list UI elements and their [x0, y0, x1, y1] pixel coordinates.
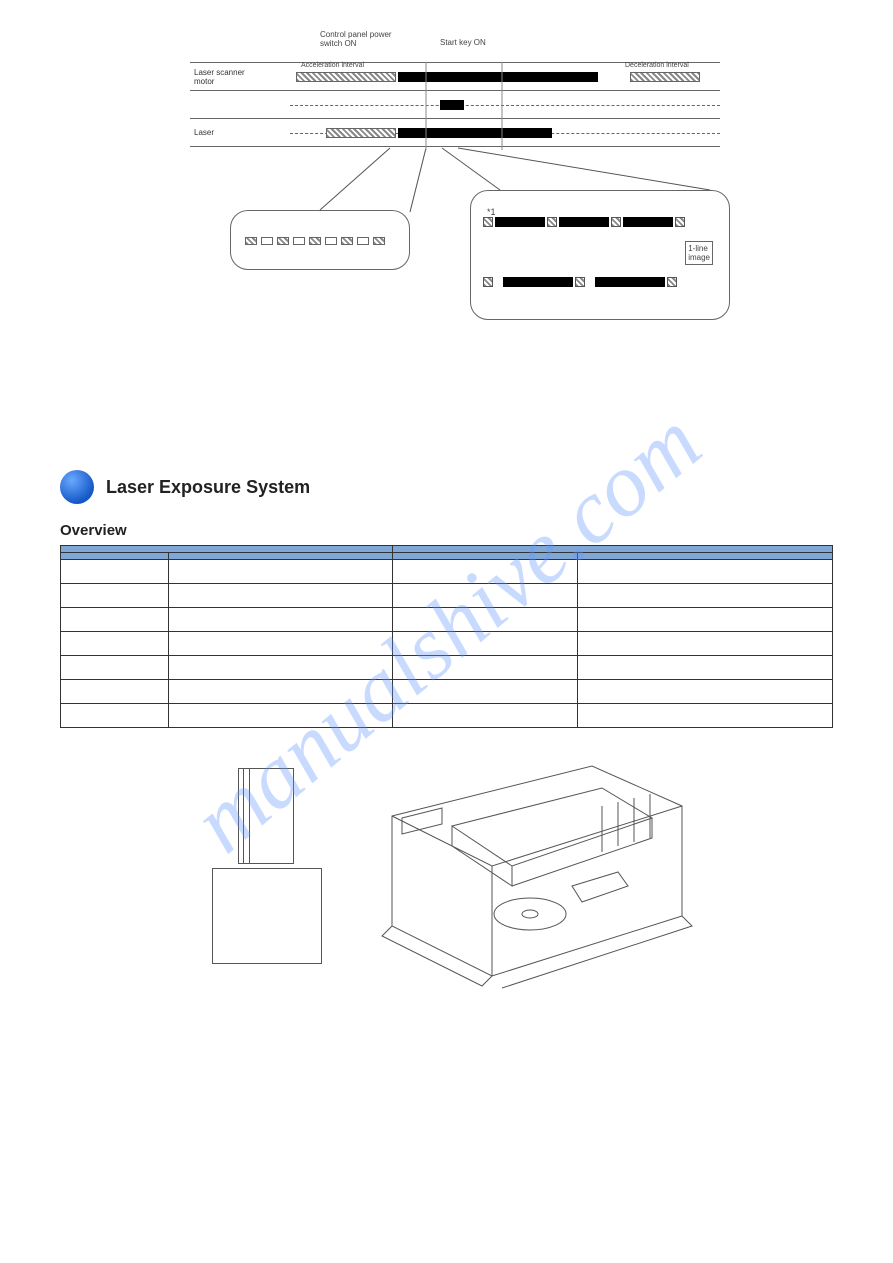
section-bullet-row: Laser Exposure System [60, 470, 833, 504]
timing-row-2 [190, 91, 720, 119]
table-row [61, 704, 833, 728]
th-c4 [578, 553, 833, 560]
table-row [61, 608, 833, 632]
table-row [61, 680, 833, 704]
label-switch-on: Control panel power switch ON [320, 30, 392, 48]
timing-diagram-container: Control panel power switch ON Start key … [190, 30, 833, 390]
driver-box [212, 868, 322, 964]
decel-label: Deceleration interval [625, 62, 689, 69]
spec-table [60, 545, 833, 728]
overview-heading: Overview [60, 522, 833, 539]
timing-row-scanner: Laser scanner motor Acceleration interva… [190, 63, 720, 91]
callout-left-sequence [245, 237, 385, 245]
section-title: Laser Exposure System [106, 477, 310, 498]
laser-unit-figure [212, 746, 682, 1066]
bottom-figure-wrap [60, 746, 833, 1066]
timing-grid: Laser scanner motor Acceleration interva… [190, 62, 720, 147]
callout-star: *1 [487, 207, 496, 217]
table-row [61, 584, 833, 608]
page: Control panel power switch ON Start key … [0, 0, 893, 1100]
th-c1 [61, 553, 169, 560]
table-row [61, 560, 833, 584]
th-c3 [392, 553, 577, 560]
row-label-scanner: Laser scanner motor [190, 68, 290, 86]
flat-cable-icon [238, 768, 294, 864]
callout-right: *1 1-line image [470, 190, 730, 320]
scanner-assembly [342, 746, 702, 1006]
th-c2 [169, 553, 393, 560]
th-group-right [392, 546, 832, 553]
table-row [61, 632, 833, 656]
table-body [61, 560, 833, 728]
blue-bullet-icon [60, 470, 94, 504]
label-start-key: Start key ON [440, 38, 486, 47]
callout-line-image: 1-line image [685, 241, 713, 265]
table-row [61, 656, 833, 680]
timing-row-laser: Laser [190, 119, 720, 147]
driver-pcb-group [212, 768, 322, 964]
row-label-laser: Laser [190, 128, 290, 137]
accel-label: Acceleration interval [301, 62, 364, 69]
timing-figure: Control panel power switch ON Start key … [190, 30, 720, 390]
th-group-left [61, 546, 393, 553]
table-header-row1 [61, 546, 833, 553]
callout-left [230, 210, 410, 270]
table-header-row2 [61, 553, 833, 560]
